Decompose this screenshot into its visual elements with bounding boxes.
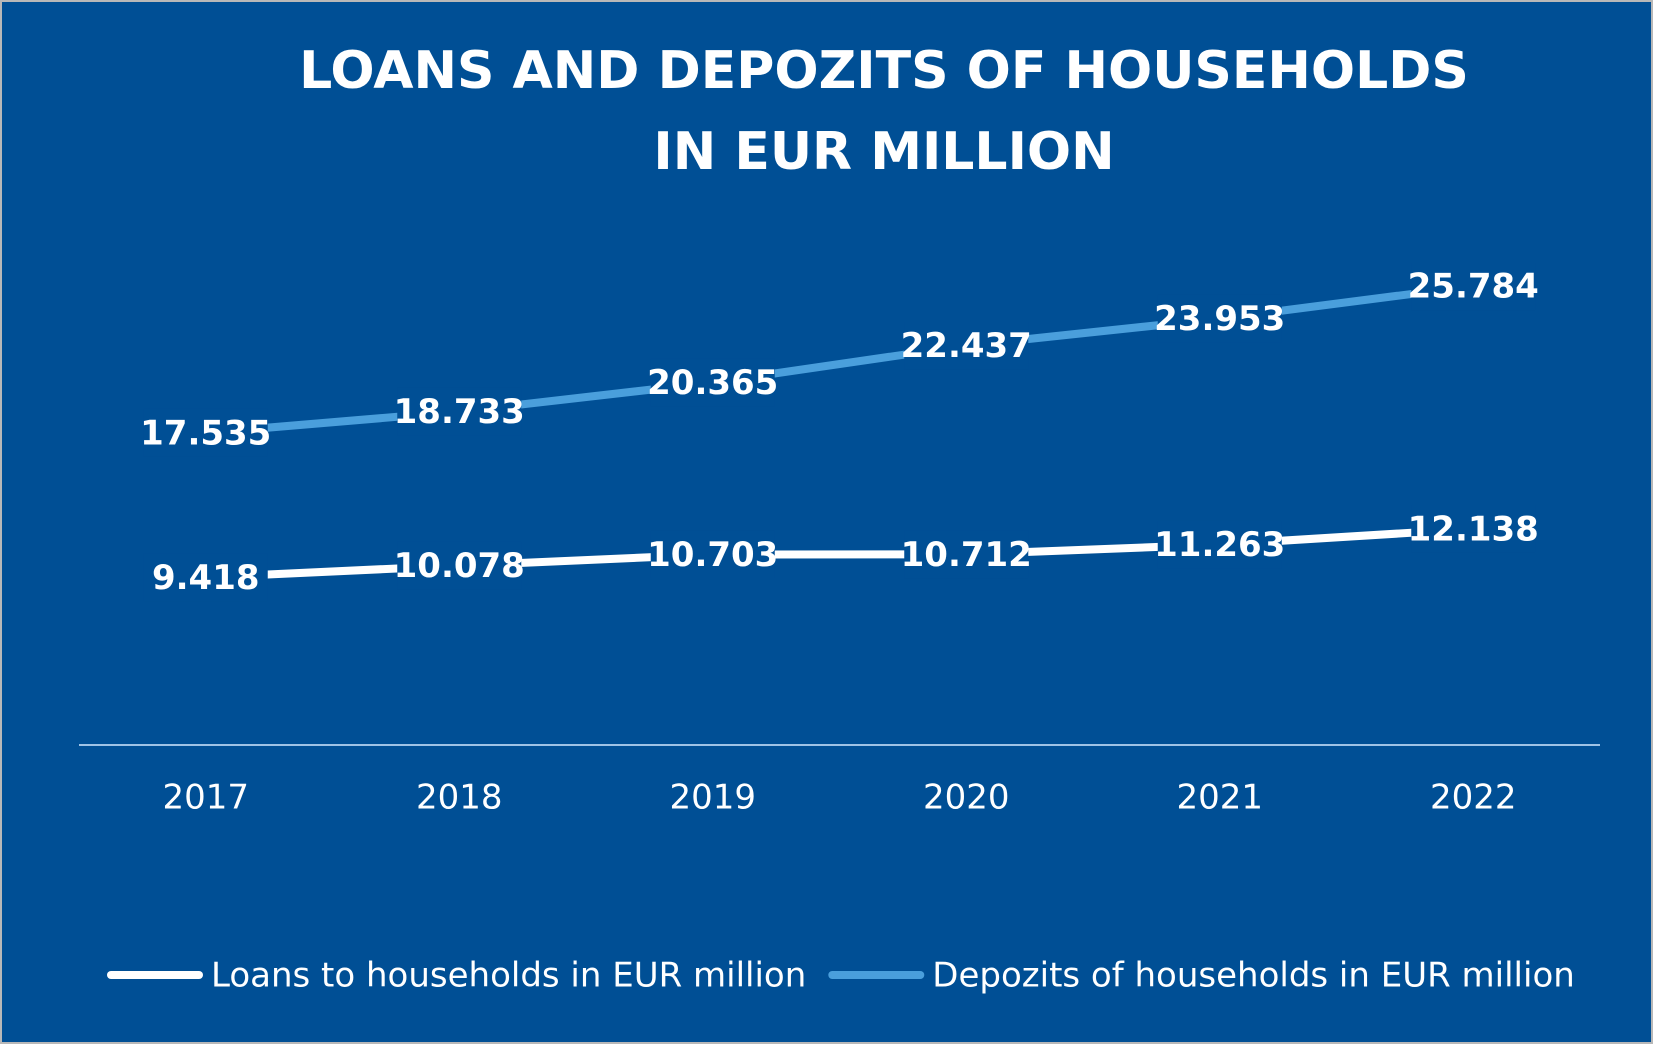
data-label-background <box>904 530 1029 579</box>
data-label-background <box>1411 262 1536 311</box>
data-label-background <box>397 387 522 436</box>
x-tick-label: 2021 <box>1176 778 1263 818</box>
data-label: 25.784 <box>1408 267 1539 307</box>
data-label-background <box>904 321 1029 370</box>
x-tick-label: 2018 <box>416 778 503 818</box>
data-label-background <box>143 408 268 457</box>
data-label: 10.703 <box>647 535 778 575</box>
data-label: 12.138 <box>1408 509 1539 549</box>
chart-title: LOANS AND DEPOZITS OF HOUSEHOLDS <box>299 41 1469 101</box>
data-label: 11.263 <box>1154 525 1285 565</box>
data-label-background <box>650 530 775 579</box>
data-label-background <box>143 553 268 602</box>
legend-label: Depozits of households in EUR million <box>932 956 1575 996</box>
data-label-background <box>650 358 775 407</box>
x-tick-label: 2019 <box>669 778 756 818</box>
x-tick-label: 2022 <box>1430 778 1517 818</box>
data-label: 22.437 <box>901 326 1032 366</box>
legend-label: Loans to households in EUR million <box>211 956 806 996</box>
data-label: 18.733 <box>394 392 525 432</box>
data-label: 9.418 <box>152 558 260 598</box>
chart-title: IN EUR MILLION <box>653 122 1114 182</box>
x-tick-label: 2017 <box>162 778 249 818</box>
data-label: 20.365 <box>647 363 778 403</box>
data-label-background <box>1157 520 1282 569</box>
data-label: 10.712 <box>901 535 1032 575</box>
data-label-background <box>397 541 522 590</box>
data-label-background <box>1157 294 1282 343</box>
data-label: 23.953 <box>1154 299 1285 339</box>
data-label: 17.535 <box>140 413 271 453</box>
x-tick-label: 2020 <box>923 778 1010 818</box>
data-label-background <box>1411 504 1536 553</box>
data-label: 10.078 <box>394 546 525 586</box>
